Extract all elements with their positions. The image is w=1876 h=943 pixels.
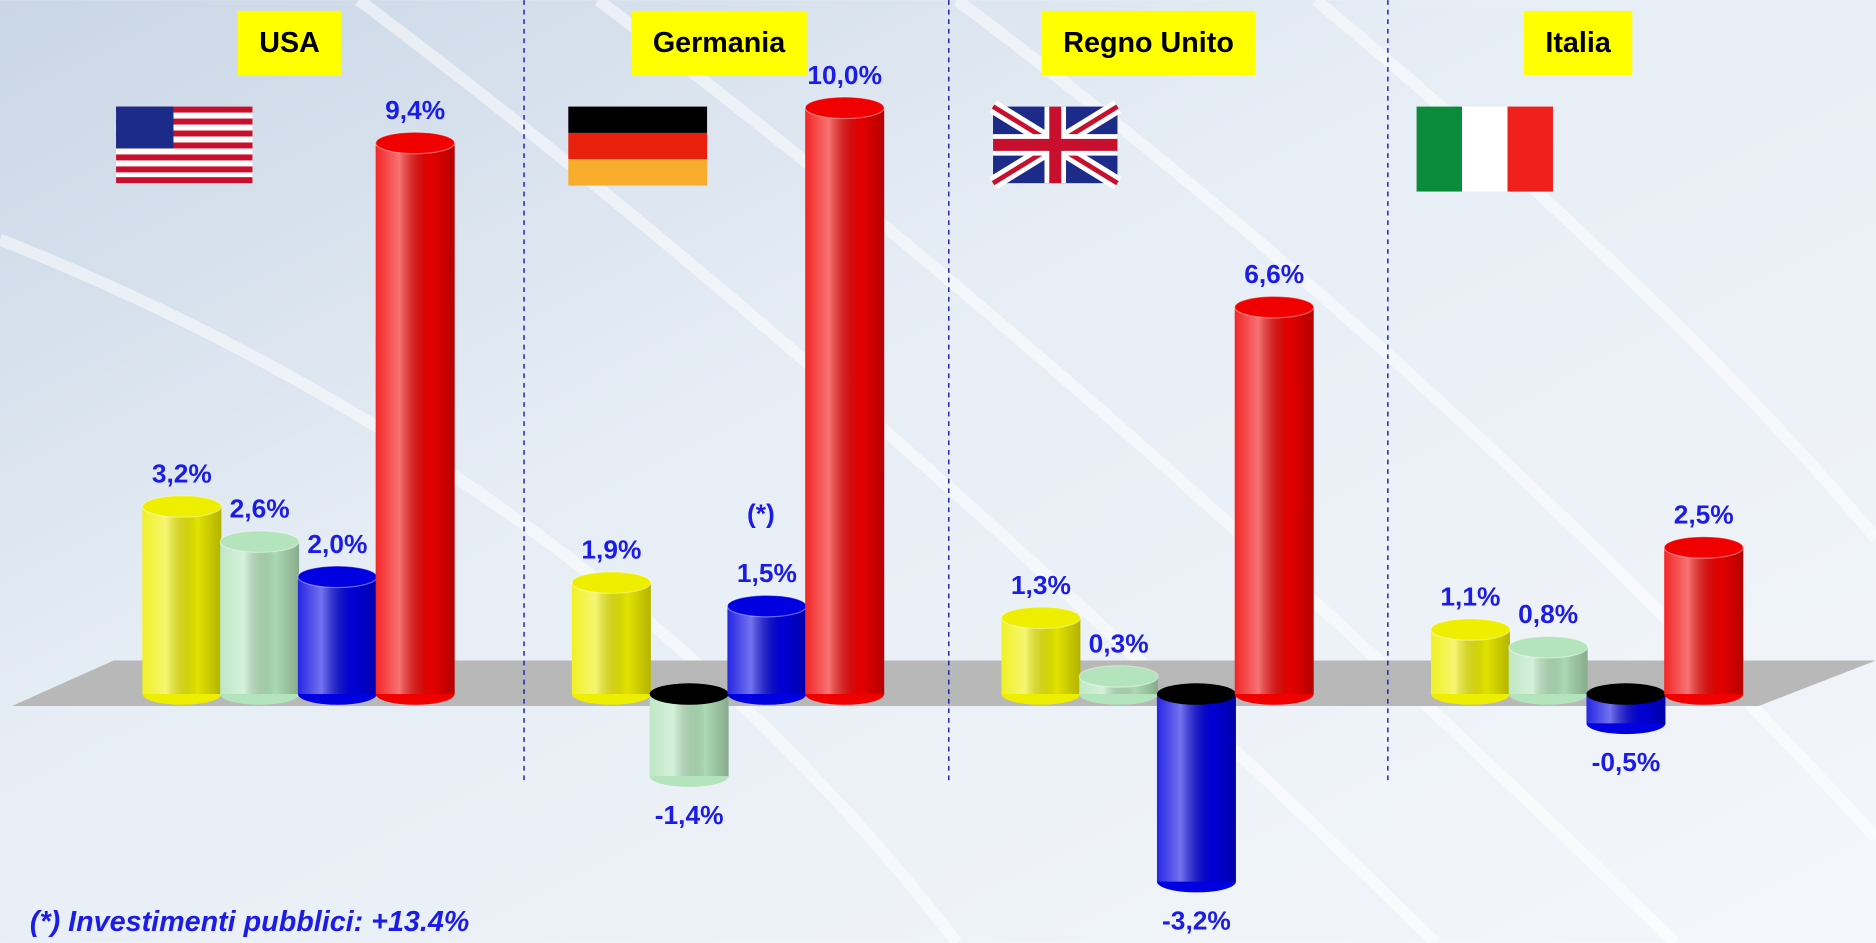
bar-top <box>1586 683 1666 705</box>
bar-top <box>297 565 378 589</box>
value-label: 2,6% <box>230 494 290 524</box>
flag-italy <box>1416 106 1553 192</box>
value-label: -1,4% <box>655 800 724 830</box>
country-label-box <box>1041 10 1256 76</box>
bar-shine <box>1156 694 1236 882</box>
flag-uk <box>989 100 1122 190</box>
bar-shine <box>1001 617 1081 695</box>
country-label-box <box>1523 10 1633 76</box>
flag-germany <box>568 106 708 186</box>
value-label: 10,0% <box>807 60 882 90</box>
country-label-box <box>237 10 342 76</box>
flag-usa <box>116 106 253 184</box>
separators <box>523 0 1389 784</box>
bar-shine <box>1664 547 1744 695</box>
bar-top <box>1234 295 1315 319</box>
bar-top <box>375 131 456 155</box>
value-label: 2,0% <box>307 529 367 559</box>
bar-shine <box>727 606 807 695</box>
value-label: -3,2% <box>1162 905 1231 935</box>
country-label: USA <box>259 27 320 59</box>
value-label: 1,9% <box>581 535 641 565</box>
value-label: 1,3% <box>1011 570 1071 600</box>
bar-top <box>649 683 729 705</box>
value-label: 0,8% <box>1518 599 1578 629</box>
bar-top <box>1508 635 1589 659</box>
value-label: 6,6% <box>1244 259 1304 289</box>
bar-shine <box>220 541 300 695</box>
bar-shine <box>649 694 729 777</box>
value-label: 2,5% <box>1674 500 1734 530</box>
country-label: Germania <box>653 27 786 59</box>
bar-shine <box>571 582 651 695</box>
footnote: (*) Investimenti pubblici: +13.4% <box>30 906 469 938</box>
annotation: (*) <box>747 498 775 528</box>
floor <box>11 660 1876 706</box>
value-label: 3,2% <box>152 459 212 489</box>
value-label: 0,3% <box>1089 629 1149 659</box>
bar-shine <box>805 107 885 695</box>
bar-shine <box>375 142 455 695</box>
bar-top <box>141 495 222 518</box>
bar-top <box>1430 618 1511 641</box>
bar-top <box>1078 665 1159 688</box>
country-label-box <box>631 10 807 76</box>
bar-top <box>1663 536 1744 559</box>
bar-top <box>219 530 300 553</box>
bar-shine <box>1234 307 1314 695</box>
value-label: -0,5% <box>1592 747 1661 777</box>
country-label: Regno Unito <box>1063 27 1234 59</box>
bar-shine <box>142 506 222 695</box>
bar-shine <box>297 576 377 695</box>
bar-top <box>804 96 885 120</box>
bar-top <box>1000 606 1081 630</box>
bar-top <box>1156 683 1236 705</box>
country-label: Italia <box>1545 27 1611 59</box>
bar-top <box>726 594 807 618</box>
value-label: 1,1% <box>1440 582 1500 612</box>
value-label: 9,4% <box>385 95 445 125</box>
value-label: 1,5% <box>737 558 797 588</box>
bar-top <box>571 571 652 595</box>
